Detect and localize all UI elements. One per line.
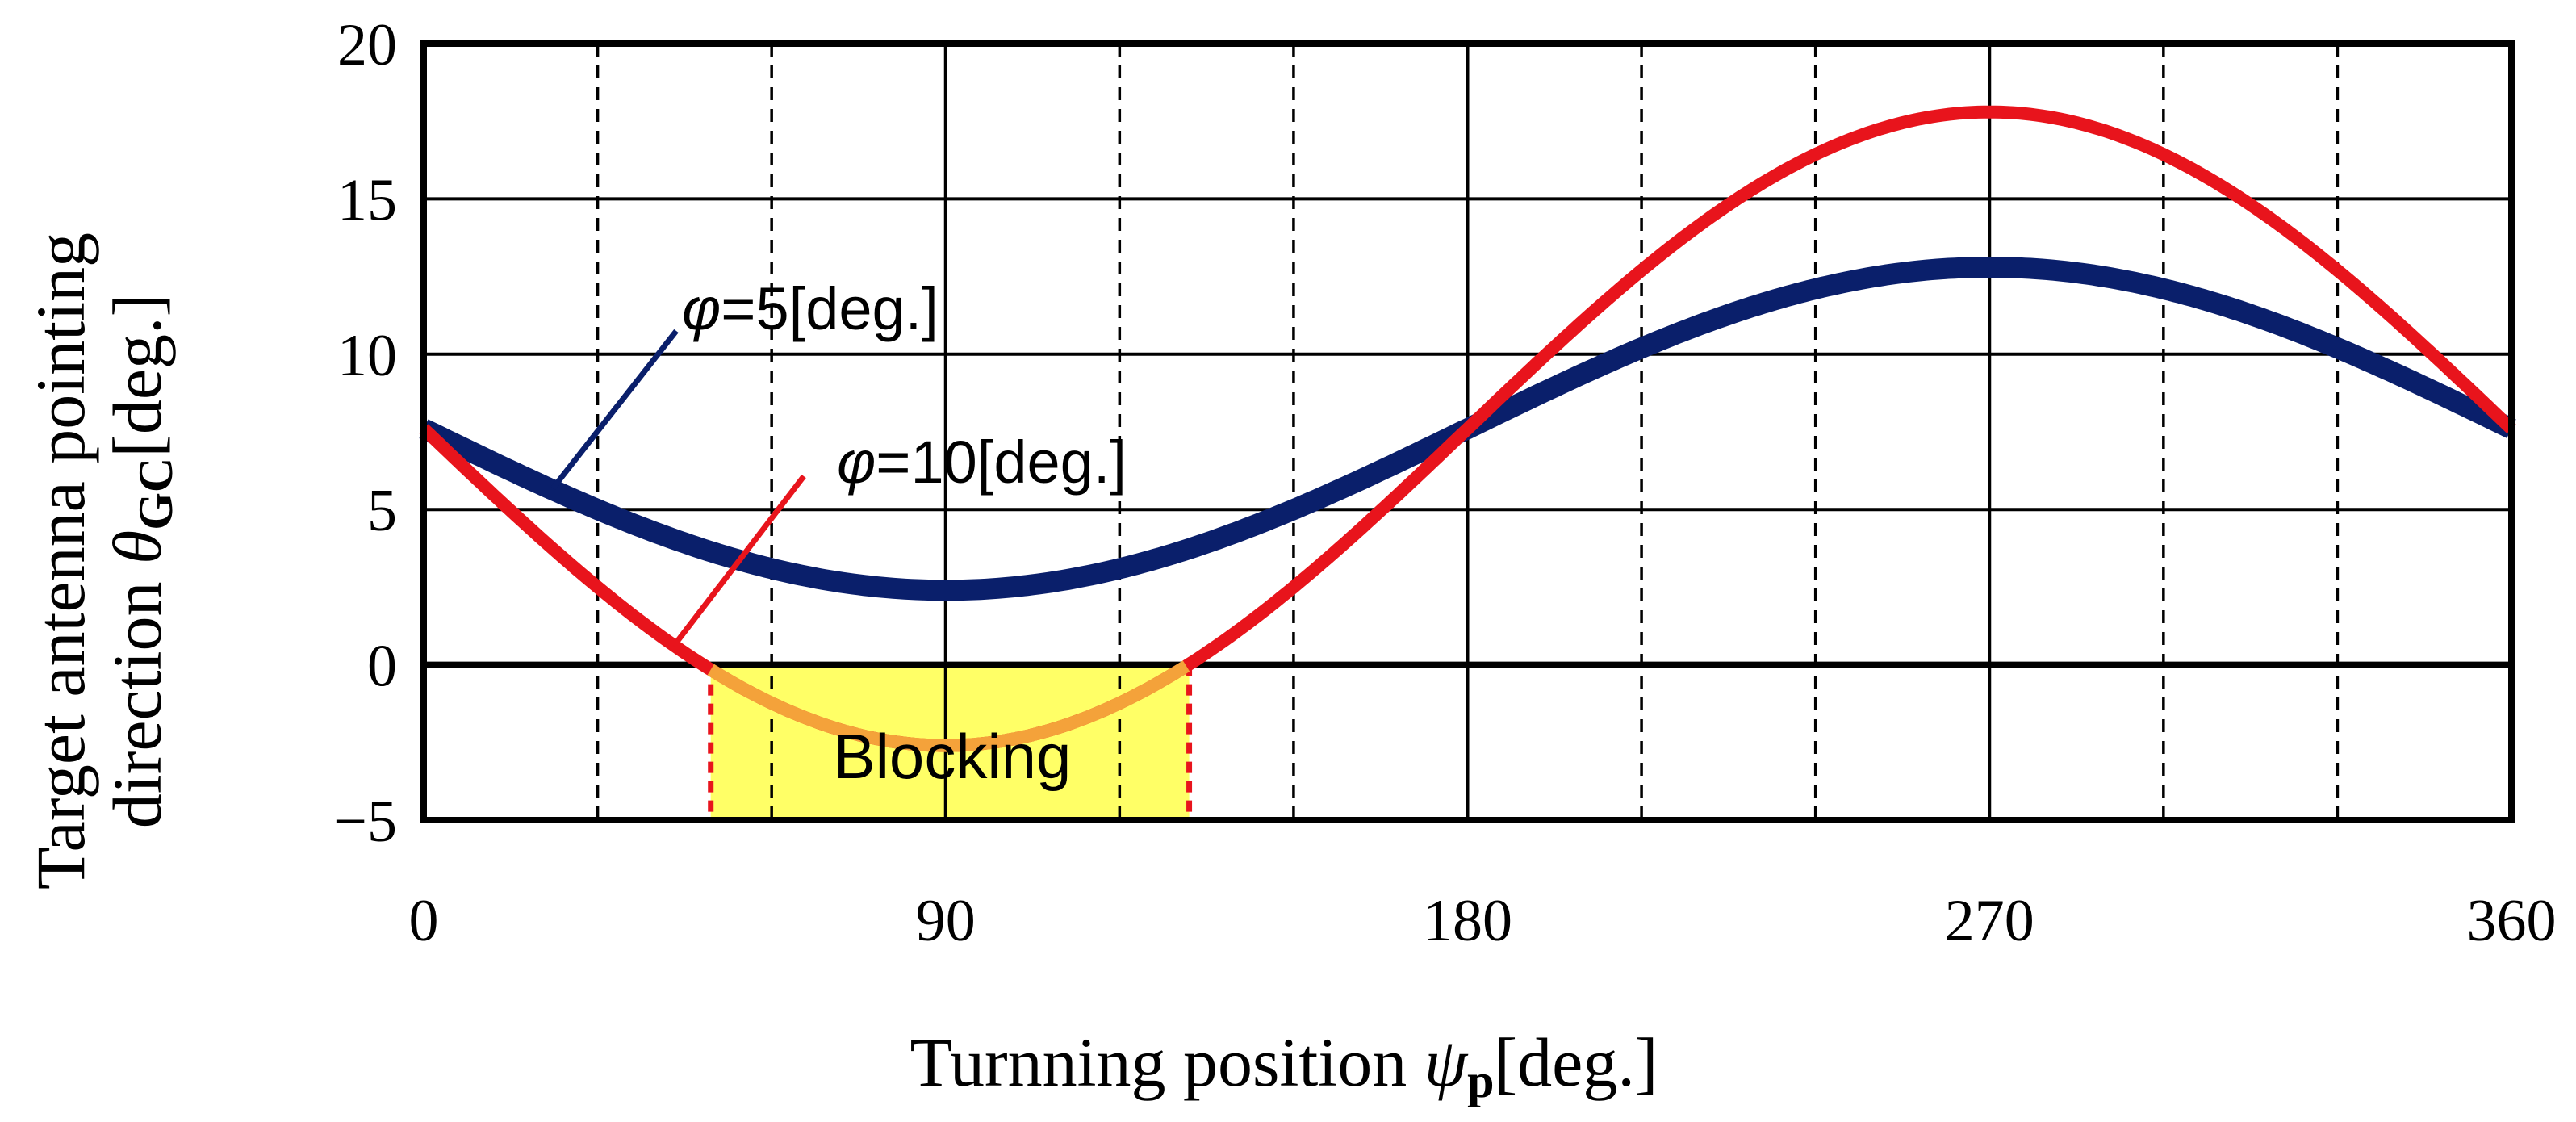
- y-tick-label-2: 10: [337, 323, 397, 389]
- y-axis-title-line1: Target antenna pointing: [22, 232, 99, 890]
- y-tick-label-0: 20: [337, 12, 397, 78]
- blocking-label: Blocking: [834, 721, 1072, 792]
- x-tick-label-360: 360: [2467, 888, 2557, 954]
- y-tick-label-5: −5: [333, 789, 397, 855]
- x-tick-labels: 0 90 180 270 360: [409, 888, 2557, 954]
- x-tick-label-270: 270: [1945, 888, 2034, 954]
- series-label-phi10: φ=10[deg.]: [837, 429, 1127, 496]
- series-line-phi10-blocked: [707, 660, 1190, 752]
- x-tick-label-180: 180: [1423, 888, 1512, 954]
- y-tick-label-1: 15: [337, 167, 397, 233]
- series-label-leader-phi5: [550, 329, 679, 491]
- gridlines: [424, 44, 2511, 820]
- y-axis-title-line2: direction θGC[deg.]: [98, 294, 182, 828]
- series-layer: [419, 105, 2516, 752]
- x-axis-title: Turnning position ψp[deg.]: [910, 1024, 1658, 1107]
- plot-frame: [420, 40, 2515, 823]
- y-tick-label-3: 5: [367, 478, 397, 544]
- series-label-leader-phi10: [671, 474, 806, 648]
- y-tick-label-4: 0: [367, 634, 397, 700]
- series-label-phi5: φ=5[deg.]: [682, 275, 939, 342]
- x-tick-label-0: 0: [409, 888, 439, 954]
- y-tick-labels: 20 15 10 5 0 −5: [333, 12, 397, 855]
- y-axis-title: Target antenna pointing direction θGC[de…: [22, 232, 182, 890]
- x-tick-label-90: 90: [916, 888, 976, 954]
